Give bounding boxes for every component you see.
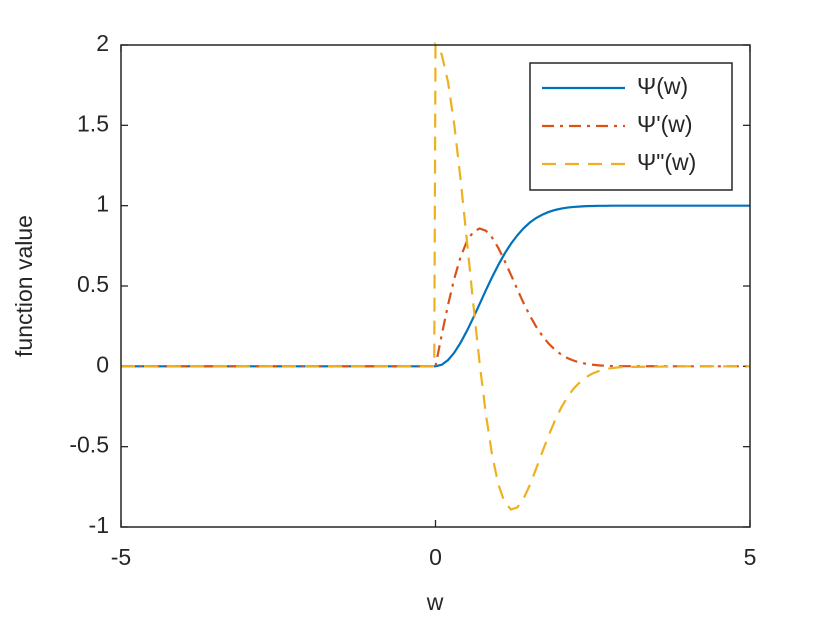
series-line [121, 41, 750, 511]
legend-label: Ψ"(w) [637, 149, 696, 175]
axes-box [120, 44, 751, 528]
x-tick-label: 0 [429, 544, 442, 570]
y-axis-label: function value [11, 215, 37, 357]
x-tick-label: -5 [111, 544, 131, 570]
y-tick-label: 1.5 [77, 110, 109, 136]
y-tick-label: 0.5 [77, 271, 109, 297]
series-line [121, 227, 750, 368]
legend-label: Ψ'(w) [637, 111, 693, 137]
y-tick-label: -0.5 [69, 432, 109, 458]
y-tick-label: 1 [96, 191, 109, 217]
legend-label: Ψ(w) [637, 73, 688, 99]
legend: Ψ(w) Ψ'(w) Ψ"(w) [529, 62, 733, 191]
y-tick-label: 2 [96, 30, 109, 56]
legend-box [529, 62, 733, 191]
y-tick-label: -1 [89, 512, 109, 538]
series-line [121, 204, 750, 368]
y-tick-label: 0 [96, 351, 109, 377]
x-axis-label: w [426, 589, 444, 615]
x-tick-label: 5 [744, 544, 757, 570]
